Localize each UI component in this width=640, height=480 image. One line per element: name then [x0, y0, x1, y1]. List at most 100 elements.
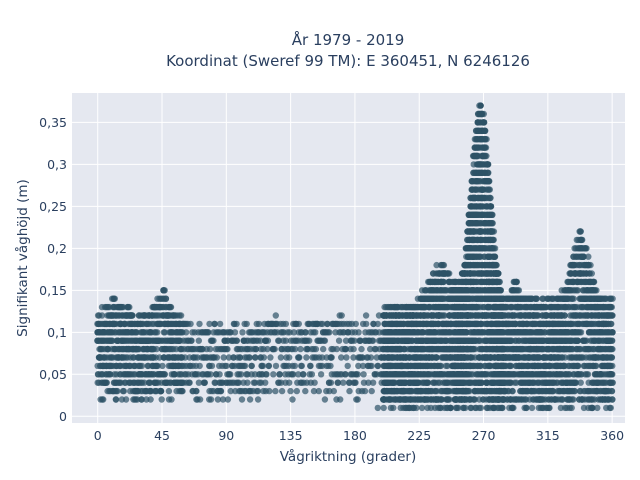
data-point — [360, 379, 368, 386]
data-point — [237, 371, 245, 378]
data-point — [254, 387, 262, 395]
data-point — [307, 362, 314, 370]
data-point — [286, 354, 293, 361]
data-point — [342, 337, 350, 344]
data-point — [326, 387, 333, 395]
data-point — [114, 387, 121, 395]
data-point — [159, 362, 166, 370]
data-point — [374, 320, 381, 328]
data-point — [328, 354, 335, 361]
data-point — [276, 371, 283, 378]
data-point — [282, 337, 290, 344]
data-point — [255, 320, 263, 328]
data-point — [320, 345, 327, 353]
data-point — [311, 379, 318, 386]
data-point — [138, 362, 146, 370]
data-point — [359, 362, 367, 370]
data-point — [257, 337, 264, 344]
data-point — [489, 220, 496, 227]
data-point — [226, 329, 234, 336]
data-point — [227, 387, 234, 395]
data-point — [196, 320, 203, 328]
data-point — [193, 387, 200, 395]
data-point — [369, 337, 377, 344]
data-point — [355, 329, 362, 336]
data-point — [195, 379, 203, 386]
data-point — [266, 387, 273, 395]
data-point — [245, 354, 253, 361]
data-point — [287, 387, 294, 395]
data-point — [214, 396, 222, 403]
data-point — [161, 287, 168, 294]
data-point — [340, 329, 347, 336]
data-point — [210, 337, 217, 344]
data-point — [138, 396, 145, 403]
data-point — [162, 295, 170, 302]
data-point — [277, 354, 285, 361]
data-point — [233, 337, 240, 344]
data-point — [350, 354, 357, 361]
data-point — [308, 371, 316, 378]
data-point — [204, 329, 212, 336]
data-point — [483, 152, 490, 160]
data-point — [365, 379, 372, 386]
data-point — [368, 387, 375, 395]
data-point — [380, 404, 387, 412]
data-point — [499, 404, 506, 412]
data-point — [352, 320, 359, 328]
data-point — [141, 379, 148, 386]
data-point — [496, 278, 503, 286]
data-point — [104, 345, 111, 353]
data-point — [327, 362, 334, 370]
data-point — [321, 396, 329, 403]
data-point — [290, 329, 298, 336]
data-point — [167, 303, 175, 311]
data-point — [343, 354, 350, 361]
data-point — [147, 396, 154, 403]
data-point — [485, 169, 492, 176]
data-point — [98, 312, 106, 319]
data-point — [206, 345, 214, 353]
data-point — [241, 362, 249, 370]
data-point — [363, 320, 370, 328]
data-point — [357, 337, 364, 344]
data-point — [299, 371, 307, 378]
data-point — [312, 329, 319, 336]
data-point — [262, 379, 269, 386]
data-point — [298, 362, 305, 370]
data-point — [333, 345, 340, 353]
data-point — [188, 337, 195, 344]
data-point — [282, 320, 290, 328]
data-point — [243, 320, 250, 328]
data-point — [487, 203, 494, 210]
data-point — [135, 345, 142, 353]
data-point — [120, 387, 128, 395]
data-points — [94, 102, 616, 412]
data-point — [293, 387, 300, 395]
data-point — [351, 379, 358, 386]
data-point — [182, 329, 190, 336]
data-point — [446, 270, 453, 277]
data-point — [272, 362, 280, 370]
data-point — [295, 320, 302, 328]
data-point — [479, 119, 487, 126]
data-point — [303, 354, 310, 361]
data-point — [103, 379, 110, 386]
data-point — [367, 345, 374, 353]
data-point — [154, 329, 161, 336]
chart-title-line1: År 1979 - 2019 — [292, 30, 405, 49]
data-point — [297, 345, 304, 353]
data-point — [342, 371, 349, 378]
data-point — [270, 371, 277, 378]
data-point — [286, 379, 293, 386]
data-point — [161, 329, 168, 336]
data-point — [126, 303, 133, 311]
data-point — [207, 371, 214, 378]
data-point — [302, 387, 309, 395]
data-point — [278, 387, 286, 395]
data-point — [350, 345, 357, 353]
data-point — [497, 287, 504, 294]
data-point — [263, 371, 270, 378]
data-point — [346, 387, 353, 395]
data-point — [370, 320, 377, 328]
